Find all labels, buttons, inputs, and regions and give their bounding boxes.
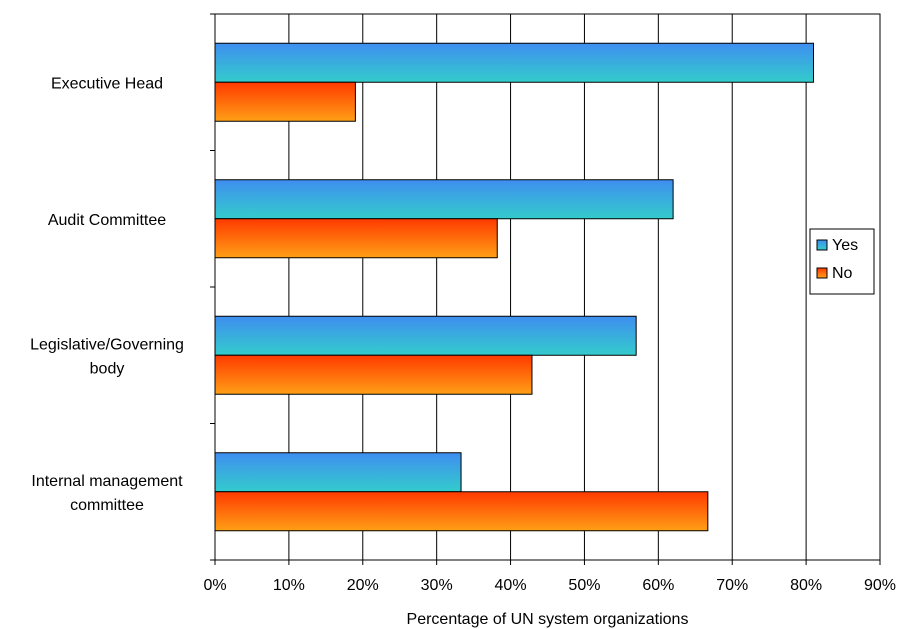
category-label: Executive Head — [51, 75, 163, 92]
x-tick-label: 50% — [568, 577, 600, 594]
bar-yes — [214, 315, 637, 356]
x-axis-ticks: 0% 10% 20% 30% 40% 50% 60% 70% 80% 90% — [203, 560, 896, 594]
x-tick-label: 60% — [642, 577, 674, 594]
legend: Yes No — [809, 228, 875, 295]
grid-lines — [288, 14, 807, 560]
x-tick-label: 20% — [347, 577, 379, 594]
x-axis-label: Percentage of UN system organizations — [407, 611, 689, 628]
legend-swatch-no — [816, 267, 828, 279]
x-tick-label: 70% — [716, 577, 748, 594]
bar-yes — [214, 452, 462, 493]
bar-no — [214, 218, 498, 259]
legend-swatch-yes — [816, 239, 828, 251]
bar-no — [214, 81, 356, 122]
x-tick-label: 40% — [495, 577, 527, 594]
category-label: Internal management committee — [31, 473, 183, 514]
y-axis-categories: Executive Head Audit Committee Legislative… — [30, 13, 215, 561]
bars — [214, 42, 814, 532]
legend-label-yes: Yes — [832, 237, 858, 254]
x-tick-label: 80% — [790, 577, 822, 594]
bar-no — [214, 491, 709, 532]
legend-label-no: No — [832, 265, 853, 282]
x-tick-label: 0% — [203, 577, 226, 594]
category-label: Audit Committee — [48, 212, 166, 229]
bar-yes — [214, 179, 674, 220]
bar-no — [214, 354, 533, 395]
bar-yes — [214, 42, 814, 83]
x-tick-label: 30% — [421, 577, 453, 594]
x-tick-label: 10% — [273, 577, 305, 594]
category-label: Legislative/Governing body — [30, 336, 184, 377]
x-tick-label: 90% — [864, 577, 896, 594]
